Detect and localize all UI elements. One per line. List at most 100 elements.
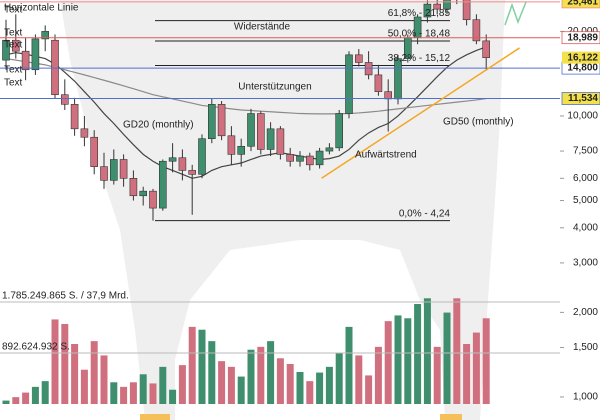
candle-body [256, 113, 265, 150]
volume-bar [71, 344, 79, 404]
volume-bar [169, 389, 177, 404]
volume-bar [120, 386, 128, 404]
candle-body [394, 58, 402, 100]
fib-label: 0,0% - 4,24 [399, 208, 451, 219]
ma-label: GD50 (monthly) [443, 117, 514, 128]
volume-tick-label: 1.785.249.865 S. / 37,9 Mrd. [2, 291, 129, 302]
volume-bar [257, 346, 265, 404]
volume-bar [139, 374, 147, 404]
y-tick-label: 1,000 [573, 392, 598, 403]
volume-bar [129, 382, 137, 404]
volume-bar [100, 355, 108, 404]
volume-bar [237, 376, 245, 404]
y-tick-label: 2,000 [573, 307, 598, 318]
candle-body [462, 0, 471, 21]
y-tick-label: 3,000 [573, 258, 598, 269]
volume-bar [472, 332, 480, 404]
candle-body [100, 166, 108, 181]
candle-body [296, 155, 304, 162]
volume-bar [286, 364, 294, 404]
candle-body [139, 190, 147, 197]
candle-body [178, 157, 187, 171]
volume-bar [384, 321, 392, 404]
candle-body [188, 170, 196, 175]
annotation-text: Text [4, 5, 23, 16]
volume-bar [41, 381, 49, 404]
y-tick-label: 4,000 [573, 222, 598, 233]
candle-body [149, 190, 157, 209]
volume-bar [404, 318, 412, 404]
annotation-text: Text [4, 78, 23, 89]
fib-label: 38,2% - 15,12 [388, 53, 451, 64]
volume-bar [227, 366, 235, 404]
candle-body [70, 104, 79, 130]
price-label: 18,989 [567, 32, 598, 43]
candle-body [384, 91, 393, 100]
trendline [321, 47, 520, 179]
candle-body [168, 157, 177, 162]
candle-body [276, 128, 285, 155]
annotation-text: Text [4, 40, 23, 51]
candle-body [247, 113, 255, 147]
price-label-box [561, 0, 600, 9]
candle-body [159, 160, 167, 209]
volume-bar [110, 382, 118, 404]
price-label: 14,800 [567, 63, 598, 74]
forecast-line [504, 1, 527, 26]
volume-bar [374, 346, 382, 404]
volume-bar [443, 312, 451, 404]
volume-tick-label: 892.624.932 S. [2, 342, 70, 353]
annotation-text: Text [4, 65, 23, 76]
price-label: 11,534 [568, 93, 598, 104]
candle-body [41, 31, 50, 40]
moving-average [5, 58, 487, 115]
volume-bar [414, 304, 422, 404]
volume-bar [365, 375, 373, 404]
candle-body [208, 104, 216, 139]
plot-area [2, 0, 491, 404]
candle-body [354, 54, 363, 63]
volume-bar [198, 329, 206, 404]
background-watermark [60, 0, 505, 420]
volume-bar [306, 381, 314, 404]
volume-bar [345, 326, 353, 404]
annotation-text: Text [4, 28, 23, 39]
candle-body [31, 38, 40, 71]
volume-bar [159, 366, 167, 404]
volume-bar [355, 355, 363, 404]
candle-body [51, 39, 59, 96]
volume-bar [22, 392, 30, 404]
y-tick-label: 5,000 [573, 195, 598, 206]
candle-body [335, 113, 344, 149]
volume-bar [482, 318, 490, 404]
ma-label: GD20 (monthly) [123, 120, 194, 131]
volume-bar [51, 319, 59, 404]
candle-body [433, 3, 442, 10]
candle-body [90, 136, 98, 167]
volume-bar [453, 298, 461, 404]
candle-body [315, 150, 324, 166]
candle-body [286, 154, 295, 162]
y-tick-label: 10,000 [567, 111, 598, 122]
level-label: Horizontale Linie [4, 3, 79, 14]
candle-body [217, 104, 226, 137]
candle-body [482, 40, 491, 58]
last-price-label: 16,122 [567, 52, 598, 63]
last-price-box [562, 51, 600, 64]
fib-label: 50,0% - 18,48 [388, 29, 451, 40]
candle-body [227, 135, 236, 155]
volume-bar [247, 349, 255, 404]
y-tick-label: 7,500 [573, 146, 598, 157]
y-tick-label: 1,500 [573, 342, 598, 353]
price-label-box [561, 92, 600, 105]
candle-body [237, 145, 245, 155]
level-label: Widerstände [234, 22, 291, 33]
candle-body [325, 147, 334, 152]
volume-bar [316, 372, 324, 404]
candle-body [21, 50, 30, 71]
volume-bar [90, 341, 98, 404]
volume-bar [276, 358, 284, 404]
price-label: 25,461 [567, 0, 598, 8]
y-tick-label: 6,000 [573, 173, 598, 184]
